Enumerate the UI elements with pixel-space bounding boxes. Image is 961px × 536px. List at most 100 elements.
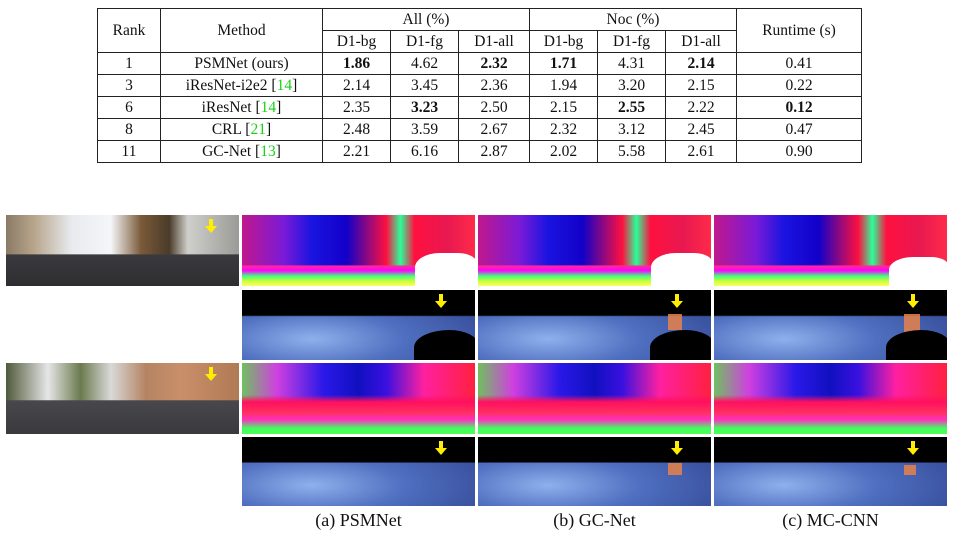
header-runtime: Runtime (s) [736, 8, 862, 53]
caption-gcnet: (b) GC-Net [553, 510, 636, 530]
cell-runtime: 0.22 [736, 74, 862, 97]
cell-all-fg: 3.45 [390, 74, 459, 97]
cell-all-all: 2.32 [458, 52, 530, 75]
cell-rank: 6 [97, 96, 161, 119]
error-highlight [668, 463, 682, 475]
error-highlight [904, 314, 920, 332]
cell-all-all: 2.67 [458, 118, 530, 141]
header-all: All (%) [322, 8, 530, 31]
cell-runtime: 0.90 [736, 140, 862, 163]
cell-all-all: 2.36 [458, 74, 530, 97]
cell-all-bg: 2.21 [322, 140, 391, 163]
input-image-scene-2 [6, 363, 239, 434]
cell-noc-all: 2.61 [665, 140, 737, 163]
citation-link[interactable]: 14 [260, 99, 277, 116]
caption-mccnn: (c) MC-CNN [782, 510, 879, 530]
subheader-noc-d1-bg: D1-bg [529, 30, 598, 53]
invalid-region [889, 257, 947, 286]
cell-all-all: 2.50 [458, 96, 530, 119]
error-map-psmnet-scene-2 [242, 437, 475, 506]
method-name: iResNet [201, 99, 252, 116]
cell-method: iResNet-i2e2 [14] [160, 74, 323, 97]
invalid-region [415, 253, 475, 286]
method-name: CRL [211, 121, 242, 138]
results-table: Rank Method All (%) Noc (%) Runtime (s) … [97, 8, 862, 163]
header-rank: Rank [97, 8, 161, 53]
citation-link[interactable]: 21 [250, 121, 266, 138]
citation-link[interactable]: 14 [276, 77, 293, 94]
subheader-noc-d1-fg: D1-fg [597, 30, 666, 53]
cell-rank: 1 [97, 52, 161, 75]
error-highlight [668, 314, 682, 330]
method-name: GC-Net [202, 143, 252, 160]
cell-noc-bg: 2.15 [529, 96, 598, 119]
cell-noc-all: 2.15 [665, 74, 737, 97]
cell-method: GC-Net [13] [160, 140, 323, 163]
disparity-gcnet-scene-2 [478, 363, 711, 434]
disparity-mccnn-scene-1 [714, 215, 947, 286]
cell-noc-fg: 3.20 [597, 74, 666, 97]
subheader-all-d1-fg: D1-fg [390, 30, 459, 53]
method-name: PSMNet (ours) [194, 55, 289, 72]
caption-psmnet: (a) PSMNet [315, 510, 402, 530]
cell-all-all: 2.87 [458, 140, 530, 163]
cell-runtime: 0.12 [736, 96, 862, 119]
invalid-region [651, 253, 711, 286]
table-row: 1 PSMNet (ours) 1.86 4.62 2.32 1.71 4.31 2.14 0.… [97, 52, 862, 75]
disparity-psmnet-scene-1 [242, 215, 475, 286]
table-row: 3 iResNet-i2e2 [14] 2.14 3.45 2.36 1.94 3.20 2.… [97, 74, 862, 97]
error-map-psmnet-scene-1 [242, 290, 475, 360]
cell-all-bg: 2.14 [322, 74, 391, 97]
error-highlight [904, 465, 916, 475]
cell-method: PSMNet (ours) [160, 52, 323, 75]
cell-noc-all: 2.22 [665, 96, 737, 119]
masked-region [414, 330, 475, 360]
subheader-all-d1-all: D1-all [458, 30, 530, 53]
cell-method: iResNet [14] [160, 96, 323, 119]
masked-region [886, 330, 947, 360]
cell-all-fg: 6.16 [390, 140, 459, 163]
cell-all-fg: 4.62 [390, 52, 459, 75]
header-noc: Noc (%) [529, 8, 737, 31]
cell-rank: 11 [97, 140, 161, 163]
masked-region [650, 330, 711, 360]
cell-rank: 3 [97, 74, 161, 97]
header-row-1: Rank Method All (%) Noc (%) Runtime (s) [97, 8, 862, 53]
cell-noc-fg: 4.31 [597, 52, 666, 75]
cell-noc-fg: 2.55 [597, 96, 666, 119]
cell-rank: 8 [97, 118, 161, 141]
cell-noc-all: 2.45 [665, 118, 737, 141]
cell-all-fg: 3.59 [390, 118, 459, 141]
header-method: Method [160, 8, 323, 53]
cell-runtime: 0.47 [736, 118, 862, 141]
header-row-2: D1-bg D1-fg D1-all D1-bg D1-fg D1-all [98, 30, 862, 53]
error-map-mccnn-scene-1 [714, 290, 947, 360]
cell-noc-bg: 1.71 [529, 52, 598, 75]
cell-method: CRL [21] [160, 118, 323, 141]
disparity-mccnn-scene-2 [714, 363, 947, 434]
cell-noc-bg: 2.02 [529, 140, 598, 163]
disparity-gcnet-scene-1 [478, 215, 711, 286]
cell-all-bg: 2.48 [322, 118, 391, 141]
error-map-gcnet-scene-1 [478, 290, 711, 360]
cell-all-fg: 3.23 [390, 96, 459, 119]
cell-noc-bg: 1.94 [529, 74, 598, 97]
table-row: 8 CRL [21] 2.48 3.59 2.67 2.32 3.12 2.45 0.47 [97, 118, 862, 141]
cell-noc-all: 2.14 [665, 52, 737, 75]
cell-noc-bg: 2.32 [529, 118, 598, 141]
cell-all-bg: 1.86 [322, 52, 391, 75]
table-row: 11 GC-Net [13] 2.21 6.16 2.87 2.02 5.58 2.61 0.9… [97, 140, 862, 163]
cell-noc-fg: 5.58 [597, 140, 666, 163]
method-name: iResNet-i2e2 [185, 77, 268, 94]
citation-link[interactable]: 13 [260, 143, 276, 160]
subheader-all-d1-bg: D1-bg [322, 30, 391, 53]
error-map-mccnn-scene-2 [714, 437, 947, 506]
error-map-gcnet-scene-2 [478, 437, 711, 506]
cell-runtime: 0.41 [736, 52, 862, 75]
input-image-scene-1 [6, 215, 239, 286]
table-row: 6 iResNet [14] 2.35 3.23 2.50 2.15 2.55 2.22 0.1… [97, 96, 862, 119]
cell-noc-fg: 3.12 [597, 118, 666, 141]
cell-all-bg: 2.35 [322, 96, 391, 119]
disparity-psmnet-scene-2 [242, 363, 475, 434]
subheader-noc-d1-all: D1-all [665, 30, 737, 53]
